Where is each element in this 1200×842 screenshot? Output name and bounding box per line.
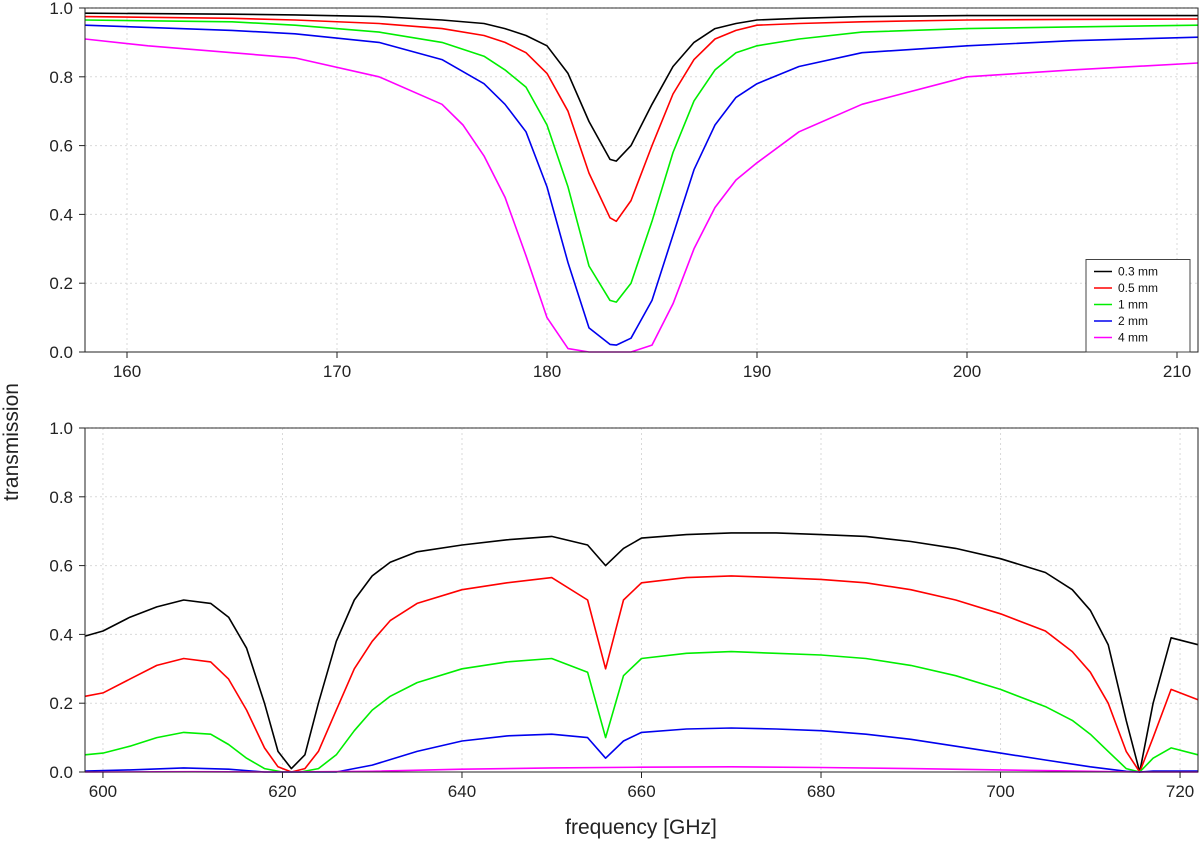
y-tick-label: 1.0 — [49, 419, 73, 438]
x-tick-label: 210 — [1163, 362, 1191, 381]
series-line-2-mm — [84, 24, 1199, 346]
x-tick-label: 600 — [89, 782, 117, 801]
y-tick-label: 0.0 — [49, 343, 73, 362]
y-tick-label: 0.2 — [49, 694, 73, 713]
series-line-0-5-mm — [84, 15, 1199, 223]
legend: 0.3 mm 0.5 mm 1 mm 2 mm 4 mm — [1085, 259, 1191, 353]
x-tick-label: 180 — [533, 362, 561, 381]
x-tick-label: 200 — [953, 362, 981, 381]
legend-label: 4 mm — [1118, 331, 1148, 345]
series-line-1-mm — [84, 19, 1199, 303]
series-line-0-5-mm — [84, 575, 1199, 773]
x-tick-label: 640 — [448, 782, 476, 801]
legend-label: 0.5 mm — [1118, 281, 1158, 295]
x-tick-label: 190 — [743, 362, 771, 381]
y-tick-label: 0.8 — [49, 488, 73, 507]
y-axis-title: transmission — [0, 383, 23, 501]
series-line-0-3-mm — [84, 12, 1198, 162]
x-tick-label: 620 — [268, 782, 296, 801]
series-line-0-3-mm — [84, 532, 1199, 773]
x-tick-label: 680 — [807, 782, 835, 801]
series-line-1-mm — [84, 650, 1199, 773]
y-tick-label: 0.2 — [49, 274, 73, 293]
legend-label: 2 mm — [1118, 314, 1148, 328]
y-tick-label: 0.8 — [49, 68, 73, 87]
y-tick-label: 1.0 — [49, 0, 73, 18]
x-tick-label: 170 — [323, 362, 351, 381]
legend-label: 0.3 mm — [1118, 265, 1158, 279]
y-tick-label: 0.4 — [49, 625, 73, 644]
y-tick-label: 0.4 — [49, 205, 73, 224]
y-tick-label: 0.0 — [49, 763, 73, 782]
top-panel-chart: 160 170 180 190 200 210 0.0 0.2 0.4 0.6 0.8 1.0 0.3 … — [49, 0, 1199, 381]
y-tick-label: 0.6 — [49, 137, 73, 156]
x-tick-label: 720 — [1166, 782, 1194, 801]
x-tick-label: 660 — [627, 782, 655, 801]
legend-label: 1 mm — [1118, 298, 1148, 312]
legend-box — [1085, 259, 1191, 353]
x-axis-title: frequency [GHz] — [565, 816, 717, 839]
x-tick-label: 700 — [986, 782, 1014, 801]
bottom-panel-chart: 600 620 640 660 680 700 720 0.0 0.2 0.4 0.6 0.8 1.0 — [49, 419, 1199, 801]
y-tick-label: 0.6 — [49, 557, 73, 576]
x-tick-label: 160 — [113, 362, 141, 381]
